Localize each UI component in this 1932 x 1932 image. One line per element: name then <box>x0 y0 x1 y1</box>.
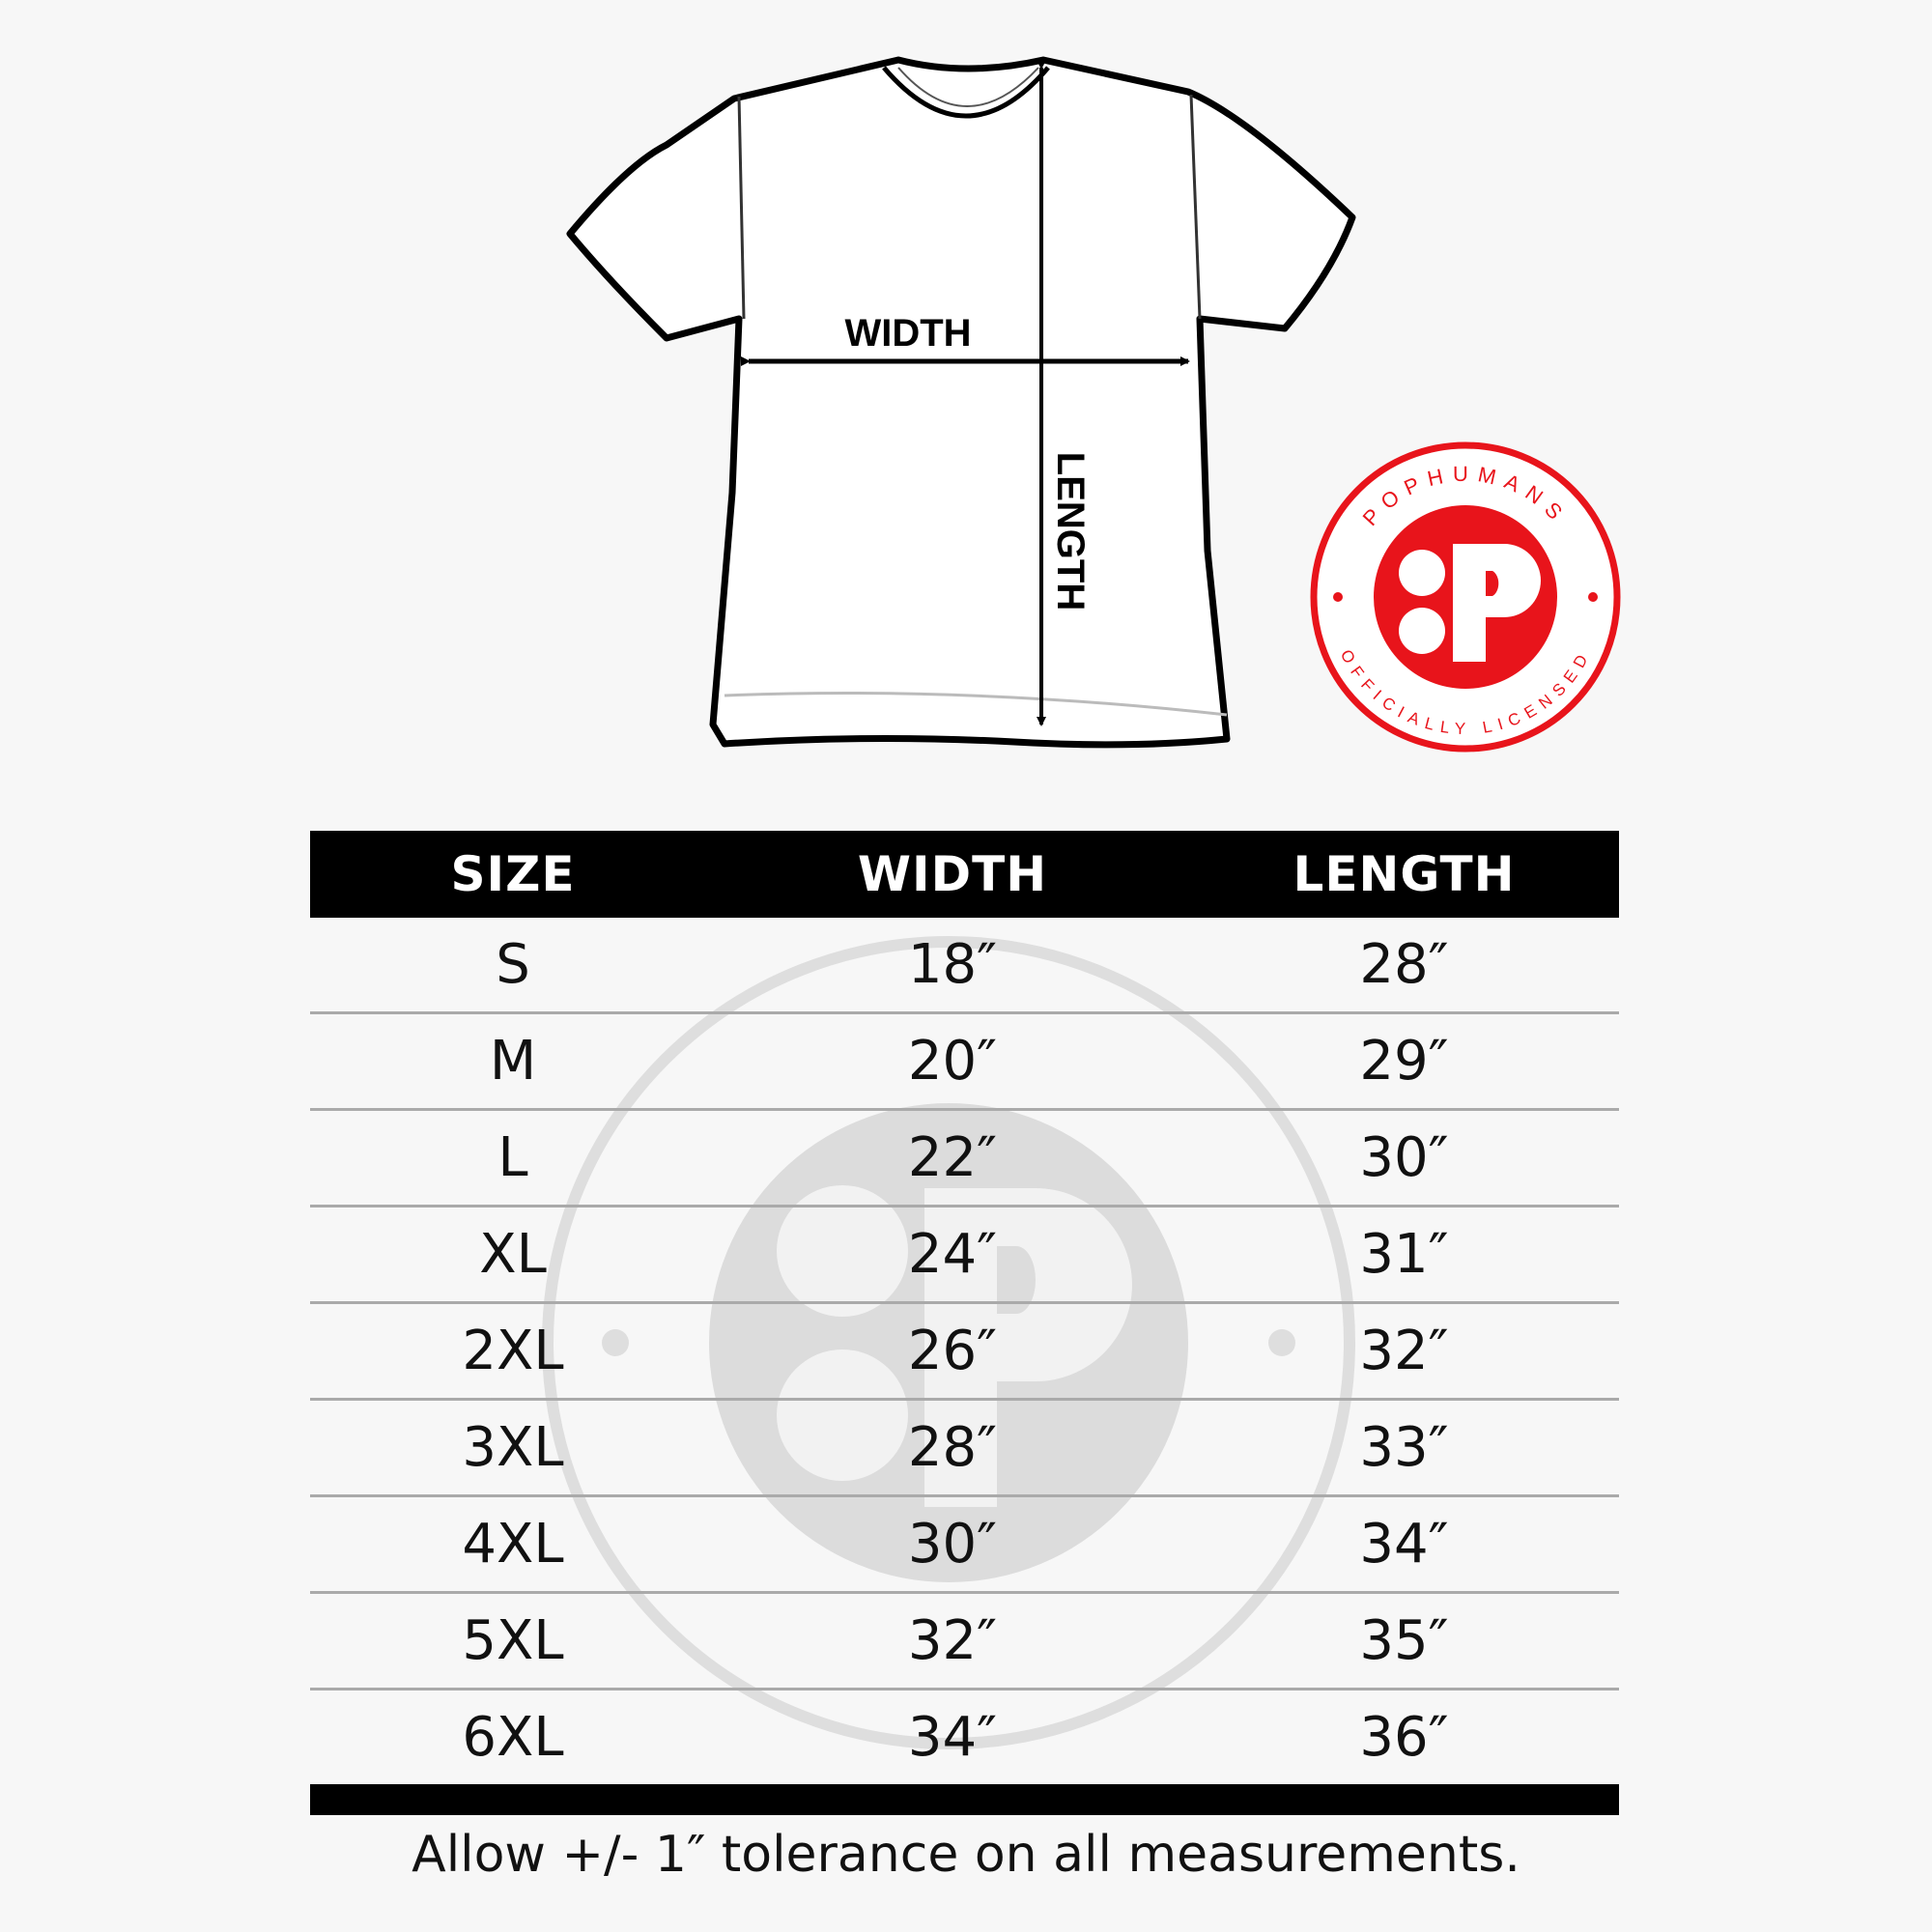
table-row: M 20″ 29″ <box>310 1014 1619 1111</box>
length-cell: 34″ <box>1359 1513 1449 1576</box>
length-cell: 31″ <box>1359 1223 1449 1286</box>
size-cell: 5XL <box>462 1609 564 1672</box>
width-cell: 26″ <box>907 1320 998 1382</box>
width-cell: 24″ <box>907 1223 998 1286</box>
length-cell: 29″ <box>1359 1030 1449 1093</box>
size-chart-table: SIZE WIDTH LENGTH S 18″ 28″ M 20″ 29″ L 22″ 30″ X… <box>310 831 1619 1815</box>
size-cell: 4XL <box>462 1513 564 1576</box>
table-row: XL 24″ 31″ <box>310 1208 1619 1304</box>
width-label: WIDTH <box>844 312 971 355</box>
table-header: SIZE WIDTH LENGTH <box>310 831 1619 918</box>
table-row: 5XL 32″ 35″ <box>310 1594 1619 1690</box>
length-cell: 33″ <box>1359 1416 1449 1479</box>
header-width: WIDTH <box>857 846 1048 902</box>
length-cell: 32″ <box>1359 1320 1449 1382</box>
length-label: LENGTH <box>1049 452 1092 611</box>
tolerance-note: Allow +/- 1″ tolerance on all measuremen… <box>412 1826 1520 1884</box>
table-row: S 18″ 28″ <box>310 918 1619 1014</box>
table-row: 2XL 26″ 32″ <box>310 1304 1619 1401</box>
pophumans-badge: POPHUMANS OFFICIALLY LICENSED <box>1310 441 1621 753</box>
length-cell: 36″ <box>1359 1706 1449 1769</box>
size-cell: 6XL <box>462 1706 564 1769</box>
table-row: 6XL 34″ 36″ <box>310 1690 1619 1784</box>
width-cell: 18″ <box>907 933 998 996</box>
size-cell: 3XL <box>462 1416 564 1479</box>
length-cell: 30″ <box>1359 1126 1449 1189</box>
length-cell: 28″ <box>1359 933 1449 996</box>
width-cell: 32″ <box>907 1609 998 1672</box>
tshirt-outline <box>566 56 1356 749</box>
table-row: L 22″ 30″ <box>310 1111 1619 1208</box>
width-cell: 34″ <box>907 1706 998 1769</box>
header-size: SIZE <box>450 846 576 902</box>
header-length: LENGTH <box>1293 846 1516 902</box>
tshirt-diagram: WIDTH LENGTH <box>566 56 1356 749</box>
size-cell: L <box>497 1126 528 1189</box>
table-row: 3XL 28″ 33″ <box>310 1401 1619 1497</box>
width-cell: 30″ <box>907 1513 998 1576</box>
watermark-logo <box>542 936 1355 1749</box>
width-cell: 22″ <box>907 1126 998 1189</box>
size-cell: S <box>496 933 530 996</box>
table-row: 4XL 30″ 34″ <box>310 1497 1619 1594</box>
width-cell: 20″ <box>907 1030 998 1093</box>
width-cell: 28″ <box>907 1416 998 1479</box>
length-cell: 35″ <box>1359 1609 1449 1672</box>
table-bottom-bar <box>310 1784 1619 1815</box>
size-cell: M <box>489 1030 537 1093</box>
size-cell: XL <box>479 1223 547 1286</box>
size-cell: 2XL <box>462 1320 564 1382</box>
